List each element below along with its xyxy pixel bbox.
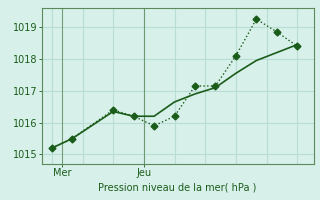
X-axis label: Pression niveau de la mer( hPa ): Pression niveau de la mer( hPa ): [99, 182, 257, 192]
